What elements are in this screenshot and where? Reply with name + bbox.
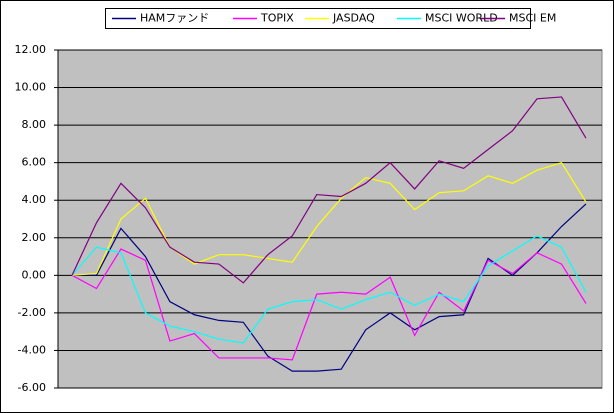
plot-area — [57, 49, 603, 389]
y-tick-label: 0.00 — [22, 268, 47, 281]
y-tick-label: 10.00 — [15, 81, 47, 94]
legend-label: MSCI EM — [509, 12, 556, 25]
series-line — [71, 235, 587, 344]
y-tick-label: -4.00 — [18, 343, 46, 356]
legend-label: JASDAQ — [332, 12, 375, 25]
legend-label: HAMファンド — [140, 12, 209, 25]
series-line — [71, 161, 587, 276]
y-tick-label: 8.00 — [22, 118, 47, 131]
y-tick-label: 6.00 — [22, 156, 47, 169]
y-tick-label: -2.00 — [18, 306, 46, 319]
legend-label: TOPIX — [260, 12, 294, 25]
series-line — [71, 248, 587, 361]
y-tick-label: 4.00 — [22, 193, 47, 206]
series-line — [71, 96, 587, 284]
y-tick-label: -6.00 — [18, 381, 46, 394]
legend-label: MSCI WORLD — [425, 12, 498, 25]
y-tick-label: 2.00 — [22, 231, 47, 244]
y-tick-label: 12.00 — [15, 43, 47, 56]
